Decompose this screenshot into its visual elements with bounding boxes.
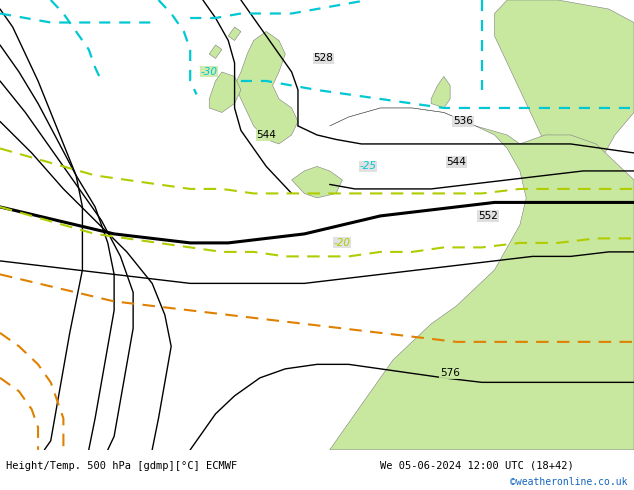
Polygon shape xyxy=(292,167,342,198)
Text: We 05-06-2024 12:00 UTC (18+42): We 05-06-2024 12:00 UTC (18+42) xyxy=(380,461,574,471)
Polygon shape xyxy=(495,0,634,189)
Text: 576: 576 xyxy=(440,368,460,378)
Text: 544: 544 xyxy=(446,157,467,167)
Text: 544: 544 xyxy=(256,130,276,140)
Text: 536: 536 xyxy=(453,117,473,126)
Text: Height/Temp. 500 hPa [gdmp][°C] ECMWF: Height/Temp. 500 hPa [gdmp][°C] ECMWF xyxy=(6,461,238,471)
Polygon shape xyxy=(209,72,241,113)
Text: ©weatheronline.co.uk: ©weatheronline.co.uk xyxy=(510,477,628,487)
Text: 552: 552 xyxy=(478,211,498,221)
Polygon shape xyxy=(228,27,241,41)
Text: -30: -30 xyxy=(201,67,217,77)
Polygon shape xyxy=(431,76,450,108)
Polygon shape xyxy=(254,41,266,54)
Polygon shape xyxy=(235,31,298,144)
Text: -25: -25 xyxy=(359,161,376,172)
Polygon shape xyxy=(209,45,222,58)
Text: 528: 528 xyxy=(313,53,333,64)
Polygon shape xyxy=(330,108,634,450)
Text: -20: -20 xyxy=(334,238,351,248)
